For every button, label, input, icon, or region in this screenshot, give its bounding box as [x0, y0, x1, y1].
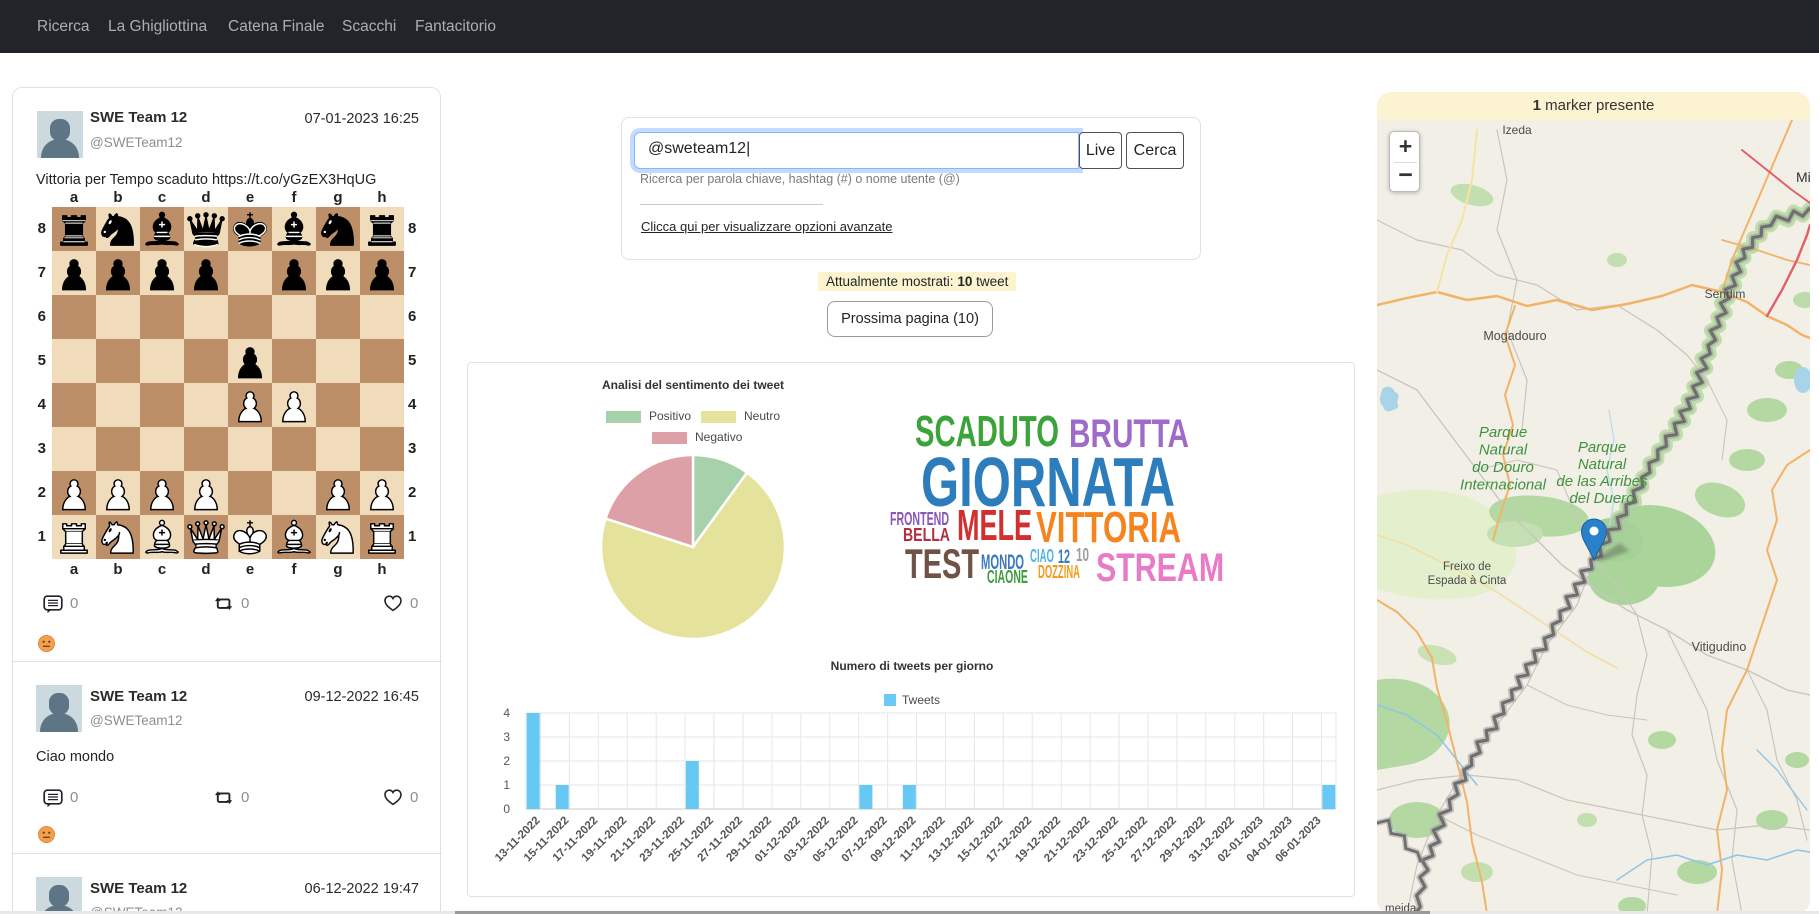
svg-text:Sendim: Sendim: [1705, 287, 1746, 301]
svg-text:2: 2: [503, 754, 510, 768]
svg-text:4: 4: [503, 706, 510, 720]
svg-text:Natural: Natural: [1479, 442, 1528, 459]
svg-text:3: 3: [503, 730, 510, 744]
svg-text:do Douro: do Douro: [1472, 459, 1534, 476]
svg-text:Espada à Cinta: Espada à Cinta: [1428, 575, 1507, 587]
svg-text:Internacional: Internacional: [1460, 477, 1547, 494]
svg-text:meida: meida: [1385, 903, 1417, 914]
svg-text:Parque: Parque: [1479, 424, 1527, 441]
svg-text:1: 1: [503, 778, 510, 792]
svg-text:Natural: Natural: [1578, 456, 1627, 473]
svg-text:Mi: Mi: [1796, 169, 1810, 185]
svg-text:del Duero: del Duero: [1569, 490, 1634, 507]
svg-text:Parque: Parque: [1578, 439, 1626, 456]
svg-text:0: 0: [503, 802, 510, 816]
svg-text:Vitigudino: Vitigudino: [1692, 640, 1747, 654]
svg-text:Mogadouro: Mogadouro: [1483, 329, 1546, 343]
svg-text:Freixo de: Freixo de: [1443, 561, 1491, 573]
svg-text:Izeda: Izeda: [1502, 123, 1532, 137]
svg-text:de las Arribes: de las Arribes: [1556, 473, 1648, 490]
